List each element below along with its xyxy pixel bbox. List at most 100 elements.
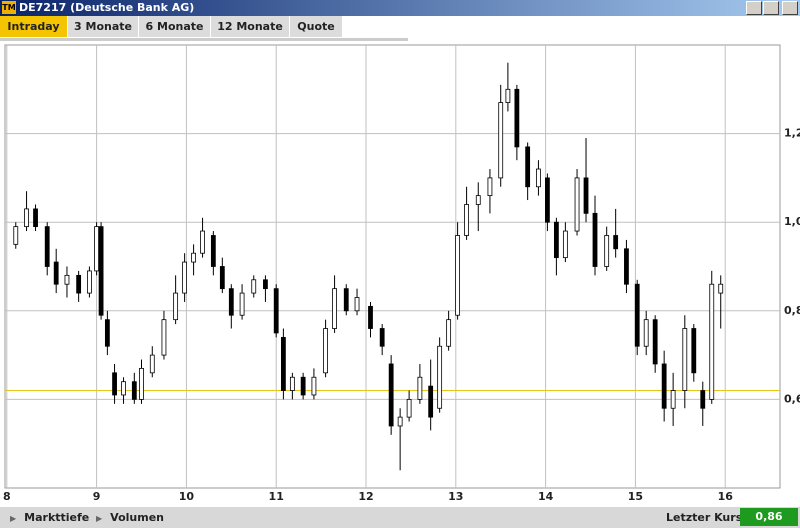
candle-body xyxy=(94,226,99,272)
link-text[interactable]: Markttiefe xyxy=(24,511,90,524)
candle-body xyxy=(388,363,394,427)
candle-body xyxy=(121,381,126,396)
candle-body xyxy=(210,235,216,267)
candle-body xyxy=(228,288,234,316)
x-tick-label: 11 xyxy=(269,490,284,503)
candle-body xyxy=(583,177,589,214)
candle-body xyxy=(661,363,667,409)
candle-body xyxy=(604,235,610,267)
y-tick-label: 0,6 xyxy=(784,392,800,405)
candle-body xyxy=(323,328,328,374)
candle-body xyxy=(700,390,706,409)
candle-body xyxy=(652,319,658,365)
candle-body xyxy=(682,328,688,391)
candle-body xyxy=(24,208,29,228)
maximize-button[interactable] xyxy=(763,1,779,15)
candle-body xyxy=(562,230,568,259)
candle-body xyxy=(112,372,117,396)
candle-body xyxy=(104,319,110,347)
candle-body xyxy=(643,319,649,347)
candle-body xyxy=(670,390,676,409)
candle-body xyxy=(98,226,104,316)
link-text[interactable]: Volumen xyxy=(110,511,164,524)
window-title: DE7217 (Deutsche Bank AG) xyxy=(19,1,195,14)
candle-body xyxy=(182,261,188,294)
candle-body xyxy=(332,288,337,329)
y-tick-label: 0,8 xyxy=(784,304,800,317)
tab-bar: Intraday 3 Monate 6 Monate 12 Monate Quo… xyxy=(0,16,800,38)
candle-body xyxy=(487,177,493,197)
candle-body xyxy=(446,319,452,347)
candle-body xyxy=(397,416,403,427)
candle-body xyxy=(691,328,697,374)
x-tick-label: 10 xyxy=(179,490,195,503)
candle-body xyxy=(379,328,385,347)
candle-body xyxy=(311,376,317,396)
candle-body xyxy=(76,274,82,294)
candle-body xyxy=(417,376,423,400)
tab[interactable]: 6 Monate xyxy=(139,16,210,37)
candle-body xyxy=(200,230,205,254)
candle-body xyxy=(251,279,257,294)
candle-body xyxy=(13,226,19,245)
footer-link[interactable]: ▶ Volumen xyxy=(96,511,164,524)
minimize-button[interactable] xyxy=(746,1,762,15)
candle-body xyxy=(161,319,167,356)
app-icon: TM xyxy=(2,1,16,14)
footer: ▶ Markttiefe ▶ Volumen Letzter Kurs 0,86 xyxy=(0,507,800,528)
x-tick-label: 8 xyxy=(3,490,11,503)
last-price-label: Letzter Kurs xyxy=(666,511,743,524)
y-tick-label: 1,0 xyxy=(784,215,800,228)
candle-body xyxy=(87,270,92,294)
close-button[interactable] xyxy=(782,1,798,15)
x-tick-label: 9 xyxy=(93,490,101,503)
candle-body xyxy=(475,195,481,205)
candle-body xyxy=(709,283,715,400)
x-tick-label: 12 xyxy=(358,490,373,503)
candle-body xyxy=(33,208,38,228)
candle-body xyxy=(624,248,629,285)
candle-body xyxy=(239,292,245,316)
candle-body xyxy=(343,288,349,312)
candle-body xyxy=(44,226,50,267)
candle-body xyxy=(354,297,360,312)
candle-body xyxy=(64,274,70,285)
candle-body xyxy=(289,376,295,391)
candle-body xyxy=(634,283,640,347)
candle-body xyxy=(718,283,724,294)
candle-body xyxy=(613,235,619,250)
candle-body xyxy=(525,146,531,188)
title-bar: TM DE7217 (Deutsche Bank AG) xyxy=(0,0,800,16)
chart: 0,6 0,8 1,0 1,2 8 9 10 11 12 13 14 15 16 xyxy=(3,44,800,503)
candle-body xyxy=(273,288,279,334)
x-tick-label: 15 xyxy=(628,490,643,503)
candle-body xyxy=(368,305,373,329)
footer-link[interactable]: ▶ Markttiefe xyxy=(10,511,90,524)
candle-body xyxy=(219,266,225,290)
candle-body xyxy=(300,376,306,396)
candle-body xyxy=(437,345,443,409)
candle-body xyxy=(131,381,137,400)
candle-body xyxy=(592,212,598,267)
candle-body xyxy=(428,385,434,418)
x-tick-label: 13 xyxy=(448,490,463,503)
candle-body xyxy=(498,102,504,179)
candle-body xyxy=(536,168,541,188)
candle-body xyxy=(191,252,196,263)
candle-body xyxy=(139,367,144,400)
last-price-value: 0,86 xyxy=(740,508,798,526)
candle-body xyxy=(514,88,520,148)
candle-body xyxy=(280,336,286,391)
tab[interactable]: 3 Monate xyxy=(68,16,138,37)
tab[interactable]: 12 Monate xyxy=(211,16,289,37)
tab[interactable]: Quote xyxy=(290,16,342,37)
tab[interactable]: Intraday xyxy=(0,16,67,37)
candle-body xyxy=(464,204,469,236)
candle-body xyxy=(553,221,559,259)
x-tick-label: 14 xyxy=(538,490,554,503)
candle-body xyxy=(545,177,550,223)
candle-body xyxy=(574,177,580,232)
tab-underline xyxy=(0,38,408,41)
y-tick-label: 1,2 xyxy=(784,127,800,140)
